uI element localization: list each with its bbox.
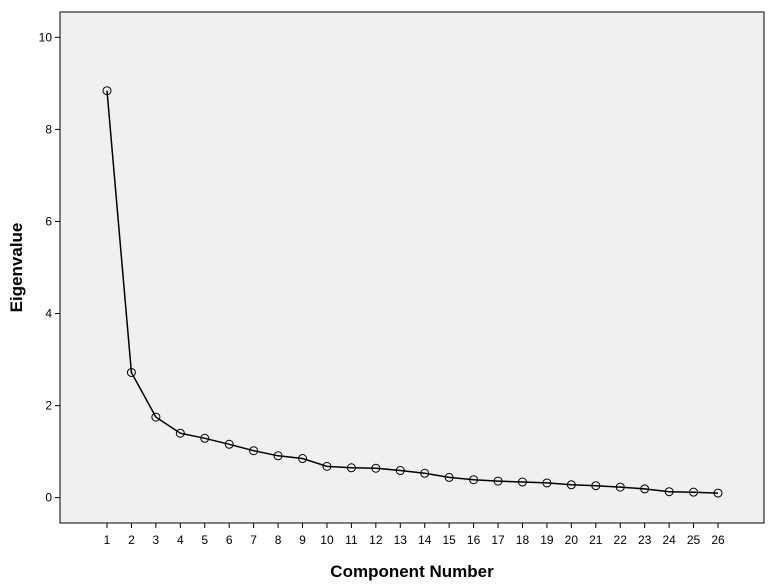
x-tick-label: 5 <box>201 533 208 547</box>
x-tick-label: 6 <box>226 533 233 547</box>
x-tick-label: 13 <box>394 533 408 547</box>
x-tick-label: 3 <box>153 533 160 547</box>
data-point <box>493 476 503 486</box>
x-tick-label: 10 <box>320 533 334 547</box>
x-tick-label: 2 <box>128 533 135 547</box>
x-tick-label: 24 <box>662 533 676 547</box>
data-point <box>224 439 234 449</box>
data-point <box>615 482 625 492</box>
x-tick-label: 15 <box>442 533 456 547</box>
data-point <box>249 446 259 456</box>
x-tick-label: 17 <box>491 533 505 547</box>
data-point <box>346 463 356 473</box>
data-point <box>664 487 674 497</box>
x-tick-label: 14 <box>418 533 432 547</box>
data-point <box>542 478 552 488</box>
data-point <box>273 451 283 461</box>
data-point <box>298 454 308 464</box>
y-axis: 0 2 4 6 8 10 <box>39 30 60 505</box>
data-point <box>102 86 112 96</box>
data-point <box>469 475 479 485</box>
data-point <box>591 481 601 491</box>
x-tick-label: 9 <box>299 533 306 547</box>
data-point <box>566 480 576 490</box>
x-tick-label: 25 <box>687 533 701 547</box>
data-point <box>322 461 332 471</box>
data-point <box>444 472 454 482</box>
data-point <box>420 468 430 478</box>
x-tick-label: 12 <box>369 533 383 547</box>
x-tick-label: 11 <box>345 533 358 547</box>
x-tick-label: 21 <box>589 533 603 547</box>
data-point <box>200 433 210 443</box>
y-tick-label: 8 <box>45 122 52 136</box>
x-tick-label: 18 <box>516 533 530 547</box>
y-tick-label: 0 <box>45 491 52 505</box>
y-tick-label: 6 <box>45 214 52 228</box>
x-tick-label: 4 <box>177 533 184 547</box>
x-axis: 1 2 3 4 5 6 7 8 9 10 11 12 13 14 15 16 17 18 19 20 21 22 23 24 2… <box>104 523 725 547</box>
x-tick-label: 20 <box>565 533 579 547</box>
x-tick-label: 22 <box>614 533 628 547</box>
data-point <box>175 428 185 438</box>
y-tick-label: 10 <box>39 30 53 44</box>
y-axis-title: Eigenvalue <box>7 223 26 313</box>
x-tick-label: 1 <box>104 533 111 547</box>
data-point <box>371 463 381 473</box>
y-tick-label: 2 <box>45 399 52 413</box>
data-point <box>126 367 136 377</box>
data-point <box>713 488 723 498</box>
x-axis-title: Component Number <box>330 562 494 581</box>
x-tick-label: 7 <box>250 533 257 547</box>
data-points <box>102 86 723 498</box>
plot-area <box>59 11 765 524</box>
data-point <box>395 466 405 476</box>
x-tick-label: 19 <box>540 533 554 547</box>
data-point <box>151 412 161 422</box>
x-tick-label: 8 <box>275 533 282 547</box>
y-tick-label: 4 <box>45 307 52 321</box>
x-tick-label: 23 <box>638 533 652 547</box>
data-point <box>517 477 527 487</box>
x-tick-label: 16 <box>467 533 481 547</box>
data-point <box>689 487 699 497</box>
x-tick-label: 26 <box>711 533 725 547</box>
data-point <box>640 484 650 494</box>
